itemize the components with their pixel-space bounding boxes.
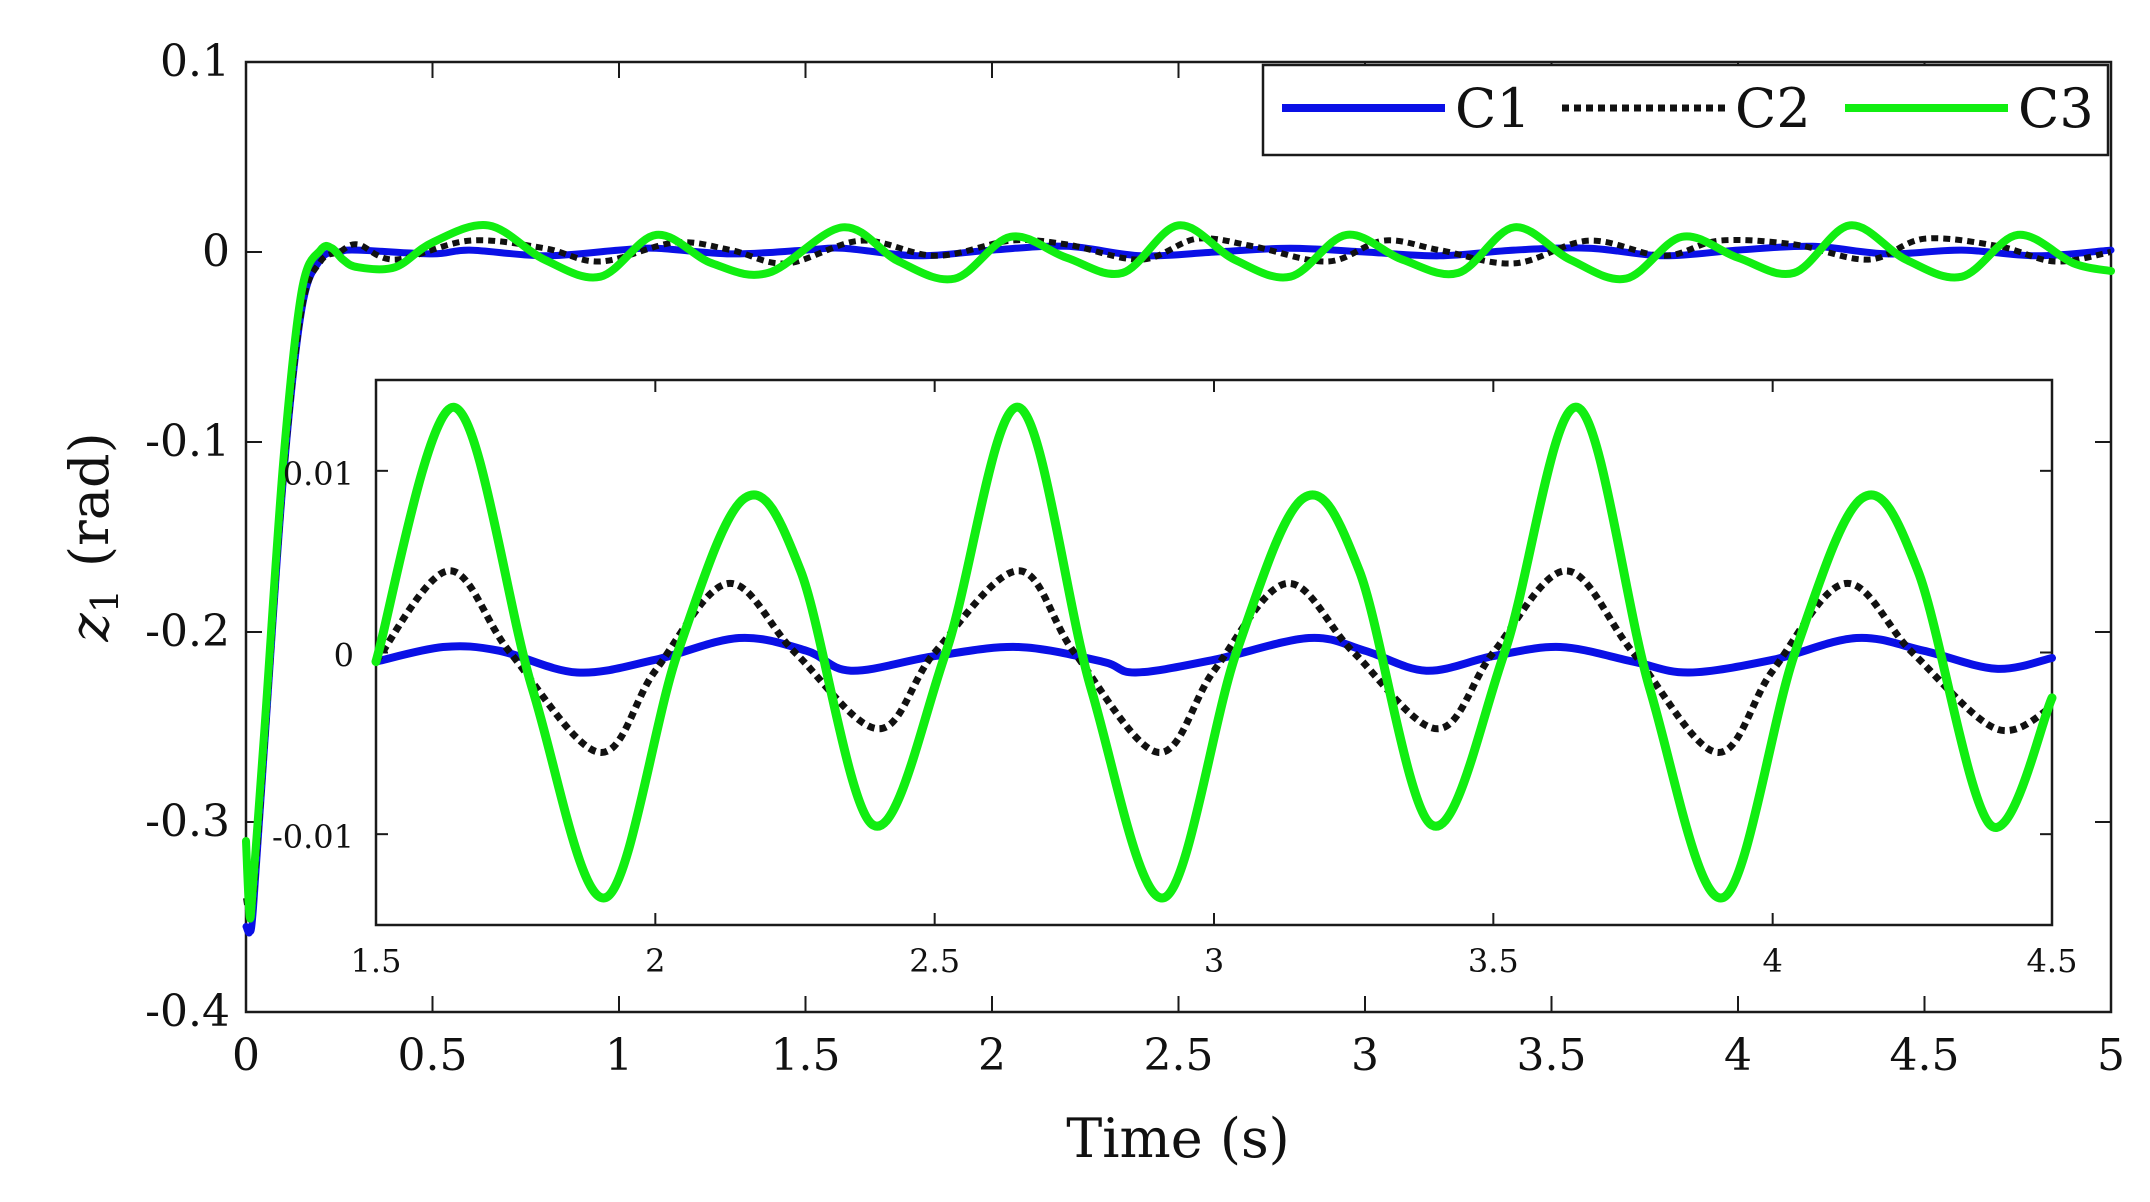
main-ytick-label: -0.3 [145, 796, 230, 847]
y-axis-symbol: z [58, 613, 121, 643]
inset-xtick-label: 3 [1204, 942, 1224, 980]
main-xtick-label: 3 [1351, 1030, 1379, 1081]
main-ytick-label: 0 [202, 226, 230, 277]
main-xtick-label: 2.5 [1144, 1030, 1214, 1081]
inset-xtick-label: 2.5 [909, 942, 960, 980]
main-xtick-label: 5 [2097, 1030, 2125, 1081]
main-xtick-label: 3.5 [1517, 1030, 1587, 1081]
y-axis-unit: (rad) [58, 432, 121, 567]
inset-series-c3 [371, 402, 2057, 903]
main-xtick-label: 0.5 [398, 1030, 468, 1081]
inset-xtick-label: 4.5 [2027, 942, 2078, 980]
inset-ticks: 1.5 2 2.5 3 3.5 4 4.5 -0.01 0 0.01 [272, 380, 2078, 980]
main-ytick-label: -0.4 [145, 986, 230, 1037]
y-axis-subscript: 1 [83, 589, 127, 613]
inset-xtick-label: 2 [645, 942, 665, 980]
main-xtick-label: 2 [978, 1030, 1006, 1081]
main-ticks: 0 0.5 1 1.5 2 2.5 3 3.5 4 4.5 5 -0.4 -0.3 -0.2 -0.1 0 0.… [145, 36, 2125, 1081]
main-xtick-label: 1.5 [771, 1030, 841, 1081]
x-axis-title: Time (s) [1066, 1107, 1289, 1170]
legend: C1 C2 C3 [1261, 63, 2110, 157]
inset-xtick-label: 4 [1762, 942, 1782, 980]
legend-label-c1: C1 [1455, 77, 1531, 140]
main-xtick-label: 0 [232, 1030, 260, 1081]
main-ytick-label: 0.1 [160, 36, 230, 87]
main-xtick-label: 1 [605, 1030, 633, 1081]
main-ytick-label: -0.2 [145, 606, 230, 657]
inset-ytick-label: -0.01 [272, 818, 354, 856]
svg-text:z1(rad): z1 (rad) [58, 432, 127, 642]
inset-ytick-label: 0.01 [283, 455, 354, 493]
inset-ytick-label: 0 [334, 637, 354, 675]
inset-xtick-label: 3.5 [1468, 942, 1519, 980]
inset-plot-area [374, 378, 2054, 927]
inset-series-c2 [373, 567, 2054, 756]
legend-label-c3: C3 [2018, 77, 2094, 140]
main-xtick-label: 4.5 [1890, 1030, 1960, 1081]
main-xtick-label: 4 [1724, 1030, 1752, 1081]
inset-series [371, 402, 2057, 903]
main-series-c3 [242, 221, 2115, 923]
main-series [242, 221, 2115, 937]
y-axis-title: z1 (rad) [58, 432, 127, 642]
legend-label-c2: C2 [1735, 77, 1811, 140]
inset-series-c1 [372, 633, 2056, 677]
inset-xtick-label: 1.5 [351, 942, 402, 980]
main-ytick-label: -0.1 [145, 416, 230, 467]
